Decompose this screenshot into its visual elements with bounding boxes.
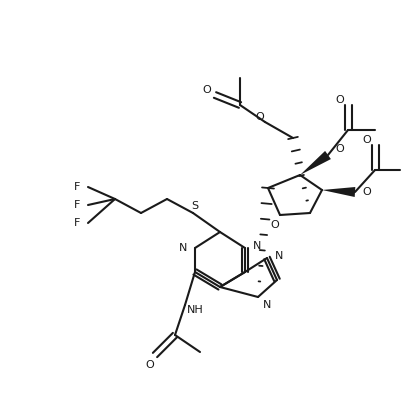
Text: N: N bbox=[275, 251, 283, 261]
Text: O: O bbox=[363, 135, 371, 145]
Text: N: N bbox=[253, 241, 261, 251]
Text: O: O bbox=[203, 85, 211, 95]
Text: F: F bbox=[74, 182, 80, 192]
Text: O: O bbox=[335, 144, 344, 154]
Text: O: O bbox=[256, 112, 265, 122]
Text: N: N bbox=[263, 300, 271, 310]
Polygon shape bbox=[300, 151, 331, 175]
Text: O: O bbox=[271, 220, 279, 230]
Text: O: O bbox=[146, 360, 154, 370]
Text: S: S bbox=[191, 201, 199, 211]
Text: O: O bbox=[336, 95, 344, 105]
Text: N: N bbox=[179, 243, 187, 253]
Text: F: F bbox=[74, 218, 80, 228]
Text: NH: NH bbox=[187, 305, 204, 315]
Polygon shape bbox=[322, 187, 355, 197]
Text: O: O bbox=[362, 187, 371, 197]
Text: F: F bbox=[74, 200, 80, 210]
